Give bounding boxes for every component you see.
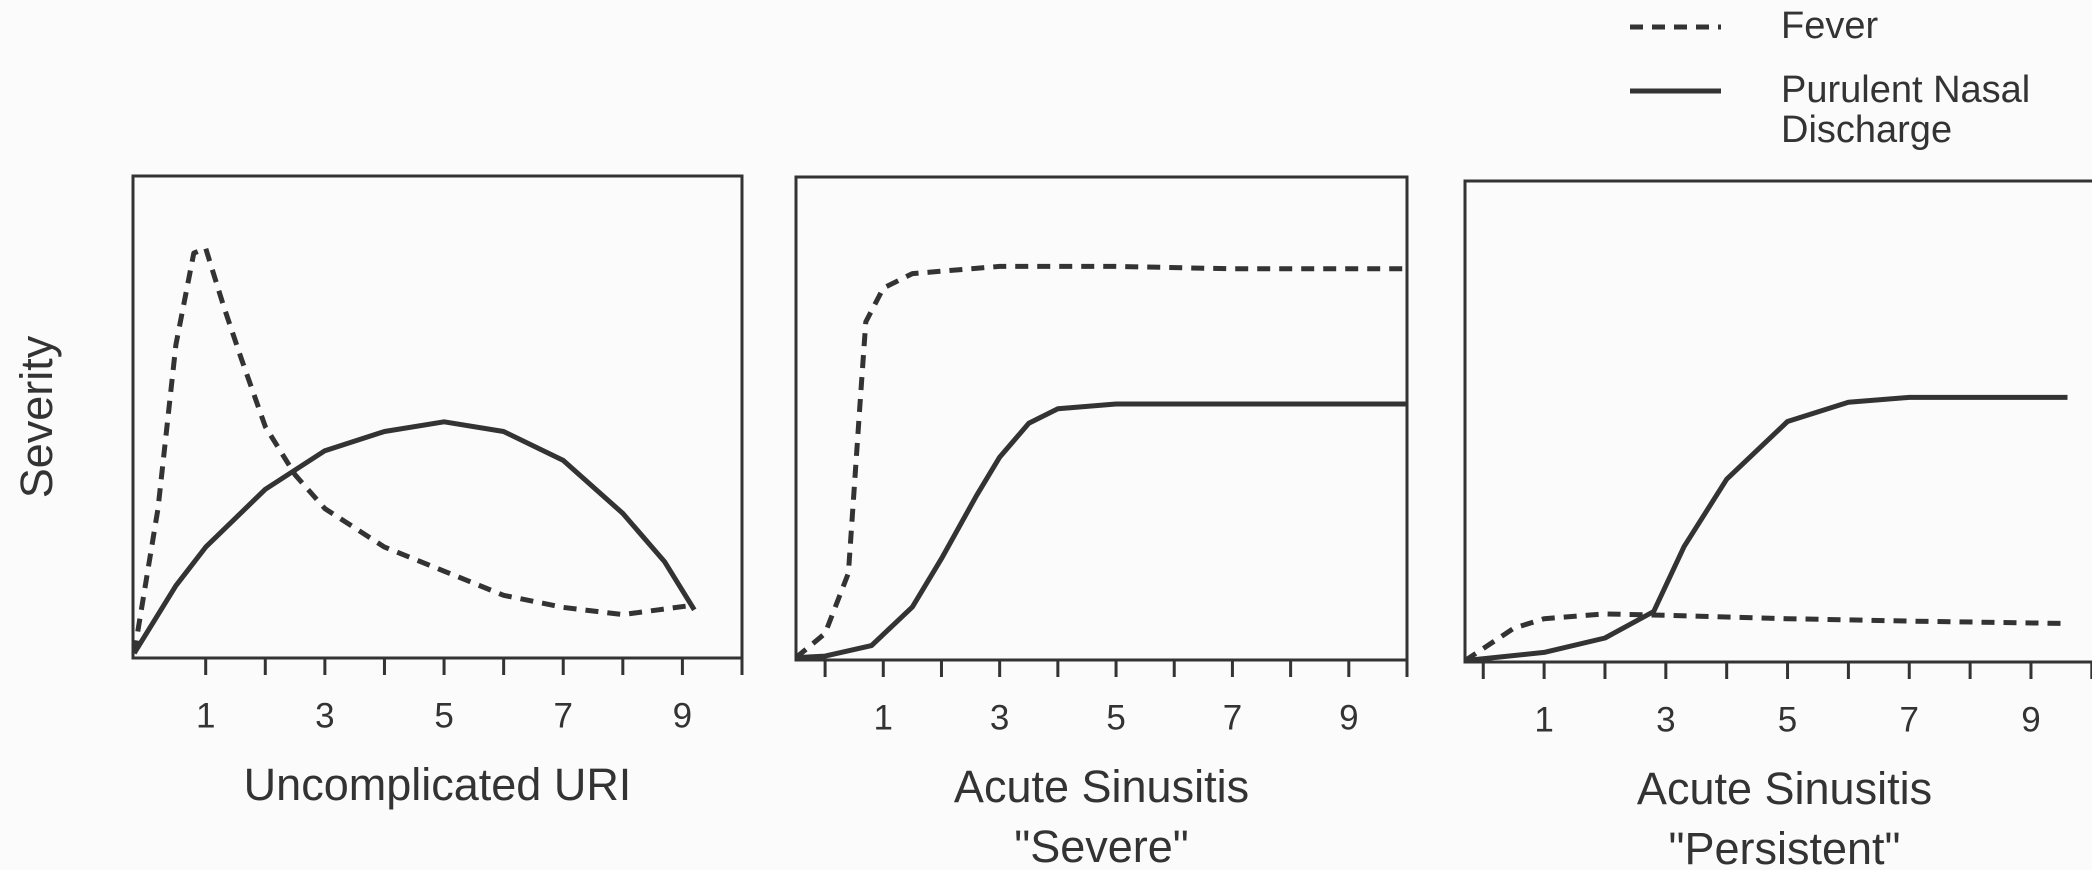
x-tick-label: 5 — [434, 696, 453, 735]
x-tick-label: 3 — [1656, 700, 1675, 739]
x-tick-label: 5 — [1106, 698, 1125, 737]
x-tick-label: 3 — [315, 696, 334, 735]
x-tick-label: 1 — [874, 698, 893, 737]
x-axis-label: Acute Sinusitis "Persistent" — [1636, 763, 1933, 870]
y-axis-label: Severity — [11, 335, 62, 498]
x-tick-label: 1 — [196, 696, 215, 735]
x-tick-label: 7 — [1223, 698, 1242, 737]
x-tick-label: 7 — [553, 696, 572, 735]
x-tick-label: 5 — [1778, 700, 1797, 739]
x-axis-label: Uncomplicated URI — [243, 759, 632, 810]
series-line — [1464, 394, 2068, 664]
series-line — [795, 401, 1407, 661]
legend-label: Purulent Nasal Discharge — [1781, 69, 2031, 151]
x-axis-label: Acute Sinusitis "Severe" — [953, 761, 1250, 870]
x-tick-label: 9 — [673, 696, 692, 735]
series-line — [794, 263, 1407, 660]
series-line — [131, 245, 695, 654]
x-tick-label: 7 — [1900, 700, 1919, 739]
plot-frame — [794, 175, 1409, 662]
series-line — [132, 419, 697, 655]
x-tick-label: 1 — [1534, 700, 1553, 739]
series-line — [1463, 611, 2068, 663]
x-tick-label: 9 — [1339, 698, 1358, 737]
x-tick-label: 3 — [990, 698, 1009, 737]
x-tick-label: 9 — [2021, 700, 2040, 739]
plot-frame — [131, 174, 744, 660]
plot-frame — [1463, 179, 2092, 664]
legend-label: Fever — [1781, 5, 1879, 47]
